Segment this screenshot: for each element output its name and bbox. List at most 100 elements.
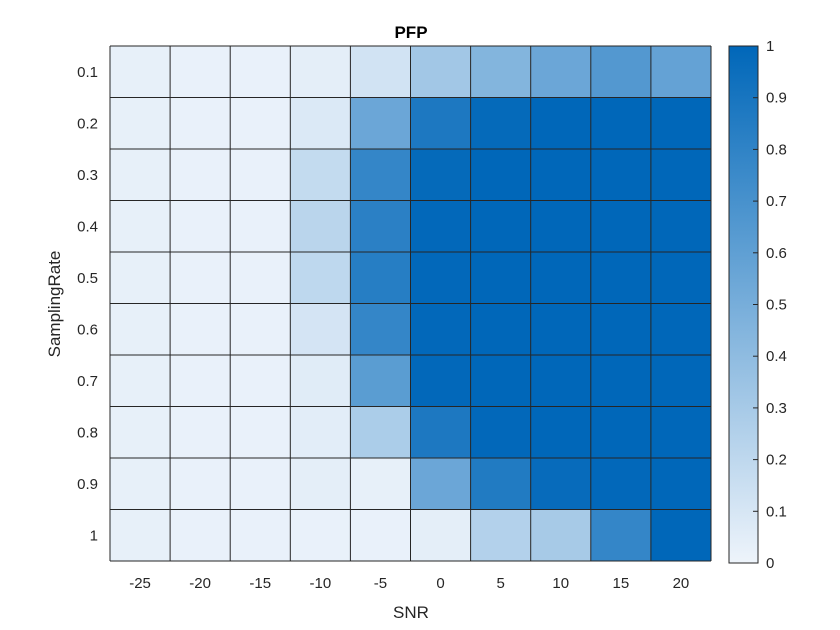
heatmap-cell [170, 406, 231, 458]
x-tick-label: -20 [189, 575, 211, 592]
heatmap-cell [170, 149, 231, 201]
y-tick-label: 0.8 [77, 424, 98, 441]
heatmap-cell [650, 97, 711, 149]
chart-title: PFP [394, 23, 427, 42]
heatmap-cell [110, 303, 171, 355]
heatmap-cell [230, 406, 291, 458]
heatmap-cell [470, 252, 531, 304]
colorbar-tick-label: 0.8 [766, 141, 787, 158]
colorbar-tick-label: 0.6 [766, 245, 787, 262]
x-tick-label: 20 [673, 575, 690, 592]
heatmap-cell [170, 46, 231, 98]
heatmap-cell [650, 46, 711, 98]
heatmap-cell [410, 303, 471, 355]
y-tick-label: 0.7 [77, 373, 98, 390]
heatmap-cell [590, 458, 651, 510]
heatmap-cell [590, 149, 651, 201]
colorbar-tick-label: 0.4 [766, 348, 787, 365]
heatmap-cell [350, 406, 411, 458]
heatmap-cell [170, 252, 231, 304]
y-tick-label: 0.2 [77, 115, 98, 132]
heatmap-cell [290, 303, 351, 355]
heatmap-cell [650, 149, 711, 201]
heatmap-cell [290, 509, 351, 561]
heatmap-cell [110, 509, 171, 561]
heatmap-grid [109, 45, 712, 562]
heatmap-cell [530, 46, 591, 98]
heatmap-cell [290, 406, 351, 458]
colorbar-ticks: 0 0.1 0.2 0.3 0.4 0.5 0.6 0.7 0.8 0.9 1 [753, 38, 787, 572]
heatmap-cell [590, 252, 651, 304]
heatmap-cell [290, 149, 351, 201]
y-tick-label: 0.4 [77, 218, 98, 235]
heatmap-cell [410, 46, 471, 98]
heatmap-cell [170, 303, 231, 355]
heatmap-cell [590, 406, 651, 458]
heatmap-cell [530, 406, 591, 458]
x-tick-label: -15 [249, 575, 271, 592]
heatmap-cell [290, 46, 351, 98]
heatmap-cell [590, 200, 651, 252]
colorbar-tick-label: 0.7 [766, 193, 787, 210]
heatmap-cell [590, 46, 651, 98]
heatmap-cell [410, 97, 471, 149]
heatmap-cell [650, 303, 711, 355]
heatmap-cell [230, 46, 291, 98]
heatmap-cell [230, 458, 291, 510]
y-tick-labels: 0.1 0.2 0.3 0.4 0.5 0.6 0.7 0.8 0.9 1 [77, 64, 98, 545]
heatmap-cell [470, 355, 531, 407]
y-tick-label: 0.3 [77, 167, 98, 184]
heatmap-cell [650, 406, 711, 458]
heatmap-cell [290, 458, 351, 510]
heatmap-cell [110, 458, 171, 510]
heatmap-cell [470, 97, 531, 149]
heatmap-cell [350, 509, 411, 561]
heatmap-cell [230, 200, 291, 252]
heatmap-cell [530, 303, 591, 355]
heatmap-cell [230, 97, 291, 149]
y-tick-label: 0.1 [77, 64, 98, 81]
heatmap-cell [530, 355, 591, 407]
y-axis-label: SamplingRate [45, 251, 64, 358]
heatmap-cell [170, 509, 231, 561]
heatmap-cell [410, 509, 471, 561]
colorbar-tick-label: 0 [766, 555, 774, 572]
heatmap-cell [350, 355, 411, 407]
heatmap-cell [350, 303, 411, 355]
heatmap-cell [650, 252, 711, 304]
heatmap-cell [170, 97, 231, 149]
heatmap-cell [350, 458, 411, 510]
heatmap-cell [110, 406, 171, 458]
x-tick-label: 10 [552, 575, 569, 592]
x-tick-label: 5 [496, 575, 504, 592]
heatmap-cell [470, 509, 531, 561]
x-tick-label: -25 [129, 575, 151, 592]
heatmap-cell [590, 355, 651, 407]
heatmap-cell [110, 252, 171, 304]
x-tick-label: -10 [310, 575, 332, 592]
heatmap-cell [470, 46, 531, 98]
heatmap-cell [470, 303, 531, 355]
heatmap-cell [110, 200, 171, 252]
heatmap-cell [410, 252, 471, 304]
colorbar-tick-label: 0.3 [766, 400, 787, 417]
x-tick-label: 0 [436, 575, 444, 592]
colorbar-tick-label: 0.2 [766, 452, 787, 469]
x-tick-labels: -25 -20 -15 -10 -5 0 5 10 15 20 [129, 575, 689, 592]
heatmap-cell [410, 458, 471, 510]
x-tick-label: -5 [374, 575, 387, 592]
heatmap-cell [110, 46, 171, 98]
colorbar-tick-label: 0.5 [766, 297, 787, 314]
y-tick-label: 0.5 [77, 270, 98, 287]
heatmap-cell [230, 303, 291, 355]
heatmap-cell [350, 200, 411, 252]
heatmap-cell [290, 200, 351, 252]
heatmap-cell [410, 149, 471, 201]
x-axis-label: SNR [393, 603, 429, 622]
heatmap-cell [590, 303, 651, 355]
heatmap-cell [470, 406, 531, 458]
heatmap-cell [110, 97, 171, 149]
heatmap-cell [410, 200, 471, 252]
x-tick-label: 15 [613, 575, 630, 592]
